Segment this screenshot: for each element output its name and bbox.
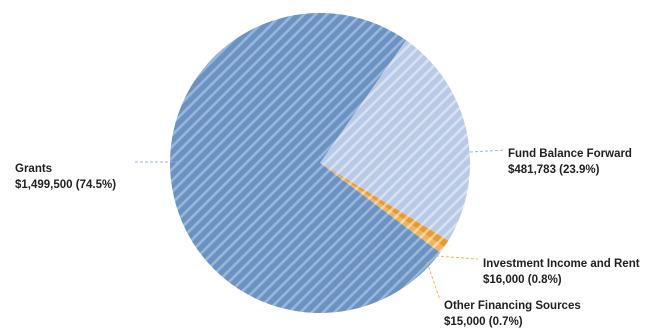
label-fund-balance-forward-name: Fund Balance Forward [508, 148, 632, 160]
label-fund-balance-forward: Fund Balance Forward $481,783 (23.9%) [508, 148, 635, 176]
label-grants-name: Grants [15, 163, 52, 175]
label-other-financing-sources-name: Other Financing Sources [444, 300, 581, 312]
slice-grants [170, 13, 441, 314]
leader-lines [135, 149, 506, 301]
label-investment-income-rent-value: $16,000 (0.8%) [483, 274, 562, 286]
slice-other-financing-sources [320, 163, 445, 253]
label-grants-value: $1,499,500 (74.5%) [15, 179, 116, 191]
leader-line-investment-income-and-rent [435, 255, 479, 260]
slice-investment-income-and-rent [320, 163, 449, 247]
label-investment-income-rent-name: Investment Income and Rent [483, 258, 640, 270]
slice-fund-balance-forward [320, 40, 470, 241]
label-other-financing-sources-value: $15,000 (0.7%) [444, 316, 523, 328]
leader-line-fund-balance-forward [469, 149, 506, 153]
label-other-financing-sources: Other Financing Sources $15,000 (0.7%) [444, 300, 584, 328]
label-investment-income-rent: Investment Income and Rent $16,000 (0.8%… [483, 258, 643, 286]
slices-layer [170, 13, 470, 314]
leader-line-other-financing-sources [426, 261, 441, 301]
label-grants: Grants $1,499,500 (74.5%) [15, 163, 116, 191]
label-fund-balance-forward-value: $481,783 (23.9%) [508, 164, 600, 176]
